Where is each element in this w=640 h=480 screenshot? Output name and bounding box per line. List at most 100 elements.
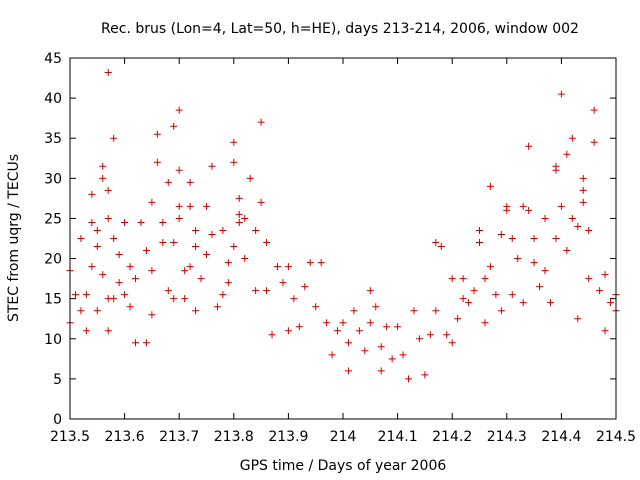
data-point: [579, 198, 587, 206]
data-point: [175, 214, 183, 222]
data-point: [208, 162, 216, 170]
data-point: [443, 331, 451, 339]
data-point: [448, 275, 456, 283]
data-point: [82, 291, 90, 299]
y-tick-label: 30: [44, 171, 62, 187]
x-tick-label: 214.4: [541, 429, 581, 445]
data-point: [541, 267, 549, 275]
data-point: [213, 303, 221, 311]
data-point: [93, 243, 101, 251]
data-point: [170, 122, 178, 130]
data-point: [257, 198, 265, 206]
data-point: [170, 239, 178, 247]
data-point: [164, 178, 172, 186]
data-point: [126, 263, 134, 271]
data-point: [525, 206, 533, 214]
y-tick-label: 20: [44, 252, 62, 268]
data-point: [557, 202, 565, 210]
data-point: [121, 218, 129, 226]
data-point: [552, 166, 560, 174]
data-point: [104, 327, 112, 335]
data-point: [93, 307, 101, 315]
y-tick-label: 40: [44, 91, 62, 107]
data-point: [579, 174, 587, 182]
data-point: [601, 271, 609, 279]
data-point: [454, 315, 462, 323]
x-tick-label: 213.5: [50, 429, 90, 445]
data-point: [290, 295, 298, 303]
x-axis-ticks: 213.5 213.6 213.7 213.8 213.9 214 214.1 214.2 21…: [50, 58, 636, 445]
data-point: [421, 371, 429, 379]
y-tick-label: 0: [53, 412, 62, 428]
data-point: [574, 315, 582, 323]
data-point: [344, 367, 352, 375]
data-point: [77, 307, 85, 315]
data-point: [263, 287, 271, 295]
data-point: [574, 222, 582, 230]
data-point: [415, 335, 423, 343]
data-point: [536, 283, 544, 291]
data-point: [470, 287, 478, 295]
data-point: [241, 255, 249, 263]
data-point: [399, 351, 407, 359]
data-point: [142, 247, 150, 255]
data-point: [546, 299, 554, 307]
data-point: [88, 218, 96, 226]
data-point: [366, 319, 374, 327]
data-point: [93, 226, 101, 234]
data-point: [361, 347, 369, 355]
y-tick-label: 35: [44, 131, 62, 147]
y-tick-label: 45: [44, 51, 62, 67]
data-point: [508, 235, 516, 242]
x-tick-label: 213.9: [268, 429, 308, 445]
data-point: [432, 239, 440, 247]
data-point: [301, 283, 309, 291]
data-point: [175, 202, 183, 210]
x-tick-label: 213.7: [159, 429, 199, 445]
x-tick-label: 214: [330, 429, 357, 445]
data-point: [192, 307, 200, 315]
data-point: [334, 327, 342, 335]
data-point: [99, 174, 107, 182]
data-point: [186, 202, 194, 210]
data-point: [82, 327, 90, 335]
data-point: [295, 323, 303, 331]
data-point: [372, 303, 380, 311]
data-point: [181, 267, 189, 275]
data-point: [344, 339, 352, 347]
data-point: [104, 68, 112, 76]
data-point: [252, 226, 260, 234]
data-point: [115, 279, 123, 287]
data-point: [268, 331, 276, 339]
data-point: [557, 90, 565, 98]
data-point: [525, 142, 533, 150]
data-point: [388, 355, 396, 363]
data-point: [323, 319, 331, 327]
data-point: [104, 186, 112, 194]
data-point: [284, 327, 292, 335]
data-point: [590, 138, 598, 146]
data-point: [263, 239, 271, 247]
data-point: [181, 295, 189, 303]
data-point: [497, 230, 505, 238]
data-point: [121, 291, 129, 299]
data-point: [104, 214, 112, 222]
data-point: [459, 275, 467, 283]
data-point: [579, 186, 587, 194]
data-point: [153, 130, 161, 138]
data-point: [230, 138, 238, 146]
x-tick-label: 214.5: [596, 429, 636, 445]
y-tick-label: 5: [53, 372, 62, 388]
data-point: [110, 235, 118, 242]
data-point: [126, 303, 134, 311]
data-point: [568, 214, 576, 222]
data-point: [492, 291, 500, 299]
data-point: [88, 190, 96, 198]
data-point: [426, 331, 434, 339]
chart-title: Rec. brus (Lon=4, Lat=50, h=HE), days 21…: [101, 21, 579, 37]
x-tick-label: 214.2: [432, 429, 472, 445]
data-point: [235, 210, 243, 218]
data-point: [219, 226, 227, 234]
data-point: [377, 343, 385, 351]
